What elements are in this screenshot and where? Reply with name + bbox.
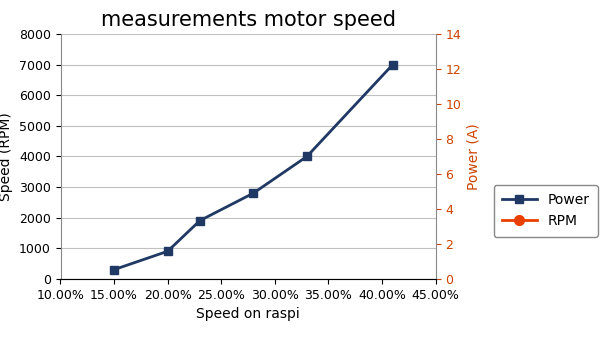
Power xyxy=(389,63,396,67)
Legend: Power, RPM: Power, RPM xyxy=(494,185,598,237)
Power xyxy=(303,154,310,158)
Power xyxy=(111,268,118,272)
Y-axis label: Speed (RPM): Speed (RPM) xyxy=(0,112,13,201)
Power xyxy=(250,191,257,195)
Power xyxy=(164,249,171,253)
Power xyxy=(196,219,203,223)
Line: Power: Power xyxy=(110,61,397,274)
Title: measurements motor speed: measurements motor speed xyxy=(100,10,396,30)
Y-axis label: Power (A): Power (A) xyxy=(466,123,481,190)
X-axis label: Speed on raspi: Speed on raspi xyxy=(196,307,300,321)
